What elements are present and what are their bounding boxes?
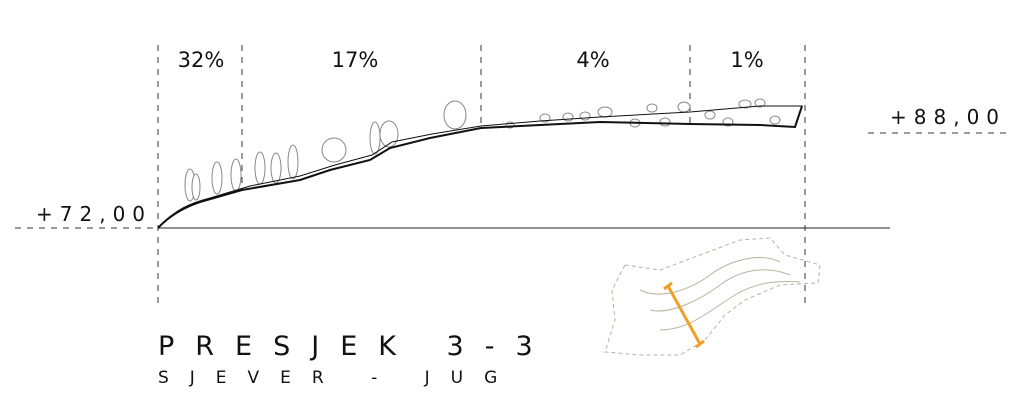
terrain [157, 105, 803, 229]
slope-label: 1% [730, 48, 763, 72]
slope-label: 32% [178, 48, 225, 72]
slope-label: 17% [332, 48, 379, 72]
level-label: +72,00 [36, 202, 152, 226]
level-label: +88,00 [890, 105, 1006, 129]
slope-label: 4% [576, 48, 609, 72]
section-dividers [157, 45, 806, 305]
location-map [604, 237, 821, 356]
title: PRESJEK 3-3 [158, 331, 554, 362]
subtitle: SJEVER - JUG [158, 368, 518, 388]
trees [184, 98, 781, 202]
